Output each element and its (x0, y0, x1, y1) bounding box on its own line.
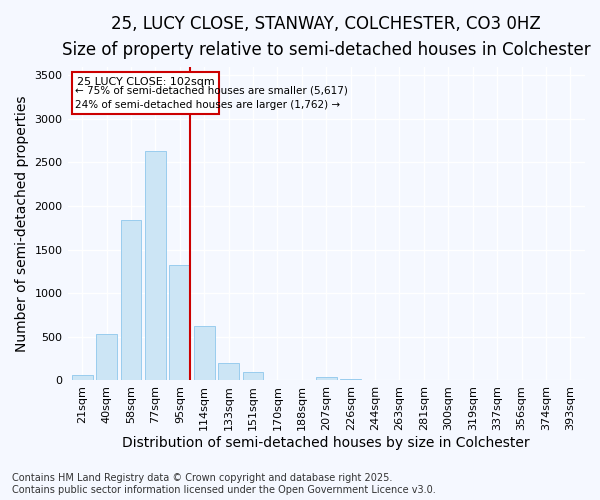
Bar (121, 220, 142, 380)
Title: 25, LUCY CLOSE, STANWAY, COLCHESTER, CO3 0HZ
Size of property relative to semi-d: 25, LUCY CLOSE, STANWAY, COLCHESTER, CO3… (62, 15, 590, 60)
Bar (169, 266, 190, 380)
Bar (194, 326, 215, 380)
Bar (72, 375, 92, 380)
Bar (316, 377, 337, 380)
Y-axis label: Number of semi-detached properties: Number of semi-detached properties (15, 95, 29, 351)
Text: 24% of semi-detached houses are larger (1,762) →: 24% of semi-detached houses are larger (… (75, 100, 340, 110)
Bar (218, 363, 239, 380)
Text: 25 LUCY CLOSE: 102sqm: 25 LUCY CLOSE: 102sqm (77, 77, 215, 87)
FancyBboxPatch shape (73, 72, 220, 114)
Bar (242, 372, 263, 380)
X-axis label: Distribution of semi-detached houses by size in Colchester: Distribution of semi-detached houses by … (122, 436, 530, 450)
Text: ← 75% of semi-detached houses are smaller (5,617): ← 75% of semi-detached houses are smalle… (75, 85, 348, 95)
Bar (340, 378, 361, 380)
Bar (96, 334, 117, 380)
Text: Contains HM Land Registry data © Crown copyright and database right 2025.
Contai: Contains HM Land Registry data © Crown c… (12, 474, 436, 495)
Bar (145, 151, 166, 380)
